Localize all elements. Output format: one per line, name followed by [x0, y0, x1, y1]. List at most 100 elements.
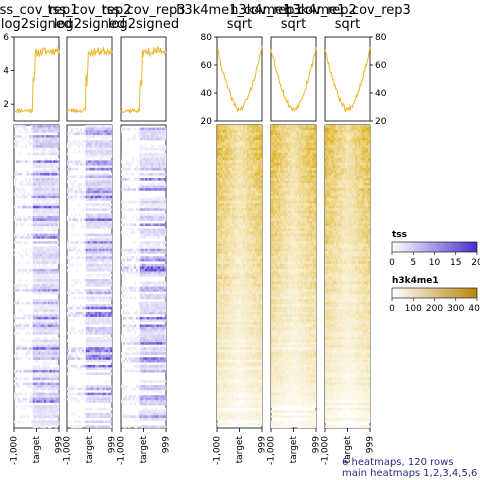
heatmap-cell [98, 236, 101, 239]
heatmap-cell [93, 195, 96, 199]
heatmap-cell [154, 231, 157, 234]
heatmap-cell [51, 332, 54, 335]
heatmap-cell [108, 296, 111, 300]
heatmap-cell [147, 289, 150, 292]
heatmap-cell [151, 268, 153, 272]
heatmap-cell [55, 172, 58, 176]
heatmap-cell [72, 198, 75, 201]
heatmap-cell [100, 165, 103, 169]
heatmap-cell [134, 329, 137, 333]
heatmap-cell [141, 215, 144, 219]
heatmap-cell [55, 354, 58, 358]
heatmap-cell [98, 258, 101, 262]
heatmap-cell [110, 251, 113, 254]
heatmap-cell [32, 407, 35, 411]
heatmap-cell [102, 165, 105, 169]
heatmap-cell [139, 385, 142, 388]
heatmap-cell [151, 357, 153, 360]
heatmap-cell [53, 226, 56, 229]
heatmap-cell [145, 162, 148, 166]
heatmap-cell [164, 145, 167, 148]
heatmap-cell [97, 208, 99, 211]
heatmap-cell [160, 395, 163, 398]
heatmap-cell [89, 215, 92, 219]
heatmap-cell [38, 170, 41, 174]
heatmap-cell [93, 188, 96, 191]
heatmap-cell [156, 385, 159, 388]
heatmap-cell [156, 248, 159, 252]
heatmap-cell [36, 127, 39, 131]
heatmap-cell [36, 392, 39, 396]
heatmap-cell [93, 261, 96, 264]
heatmap-cell [32, 180, 35, 184]
heatmap-cell [108, 284, 111, 287]
heatmap-cell [49, 367, 52, 371]
heatmap-cell [121, 337, 123, 340]
heatmap-cell [85, 152, 88, 156]
heatmap-cell [36, 218, 39, 222]
heatmap-cell [126, 223, 129, 227]
heatmap-cell [38, 281, 41, 285]
heatmap-cell [147, 387, 150, 391]
heatmap-cell [47, 170, 50, 174]
heatmap-cell [85, 349, 88, 353]
heatmap-cell [34, 420, 37, 424]
heatmap-cell [104, 208, 107, 211]
heatmap-cell [85, 178, 88, 181]
heatmap-cell [51, 228, 54, 232]
heatmap-cell [104, 380, 107, 383]
heatmap-cell [98, 412, 101, 416]
heatmap-cell [104, 289, 107, 292]
heatmap-cell [36, 165, 39, 169]
heatmap-cell [93, 218, 96, 222]
heatmap-cell [44, 374, 46, 378]
heatmap-cell [95, 266, 98, 270]
heatmap-cell [27, 172, 30, 176]
heatmap-cell [151, 364, 153, 368]
heatmap-cell [40, 228, 43, 232]
heatmap-cell [32, 311, 35, 315]
heatmap-cell [70, 296, 73, 300]
heatmap-cell [40, 226, 43, 229]
heatmap-cell [83, 218, 86, 222]
heatmap-cell [141, 332, 144, 335]
heatmap-cell [160, 145, 163, 148]
heatmap-cell [149, 137, 152, 141]
heatmap-cell [51, 291, 54, 295]
heatmap-cell [154, 380, 157, 383]
heatmap-cell [15, 347, 18, 350]
heatmap-cell [108, 392, 111, 396]
heatmap-cell [100, 185, 103, 189]
heatmap-cell [156, 347, 159, 350]
heatmap-cell [55, 188, 58, 191]
heatmap-cell [147, 316, 150, 320]
heatmap-cell [17, 271, 20, 275]
heatmap-cell [44, 281, 46, 285]
heatmap-cell [70, 188, 73, 191]
heatmap-cell [136, 268, 138, 272]
heatmap-cell [85, 359, 88, 363]
heatmap-cell [25, 289, 28, 292]
heatmap-cell [49, 167, 52, 171]
heatmap-cell [49, 157, 52, 161]
heatmap-cell [162, 268, 165, 272]
heatmap-cell [137, 127, 140, 131]
heatmap-cell [102, 339, 105, 343]
heatmap-cell [38, 301, 41, 305]
heatmap-cell [134, 332, 137, 335]
heatmap-cell [110, 218, 113, 222]
heatmap-cell [27, 284, 30, 287]
heatmap-cell [51, 309, 54, 312]
heatmap-cell [47, 215, 50, 219]
heatmap-cell [15, 140, 18, 143]
heatmap-cell [57, 271, 60, 275]
heatmap-cell [100, 354, 103, 358]
heatmap-cell [93, 130, 96, 133]
heatmap-cell [91, 241, 94, 244]
heatmap-cell [134, 135, 137, 138]
heatmap-cell [102, 140, 105, 143]
heatmap-cell [95, 407, 98, 411]
heatmap-cell [160, 390, 163, 393]
heatmap-cell [15, 382, 18, 386]
heatmap-cell [57, 256, 60, 259]
